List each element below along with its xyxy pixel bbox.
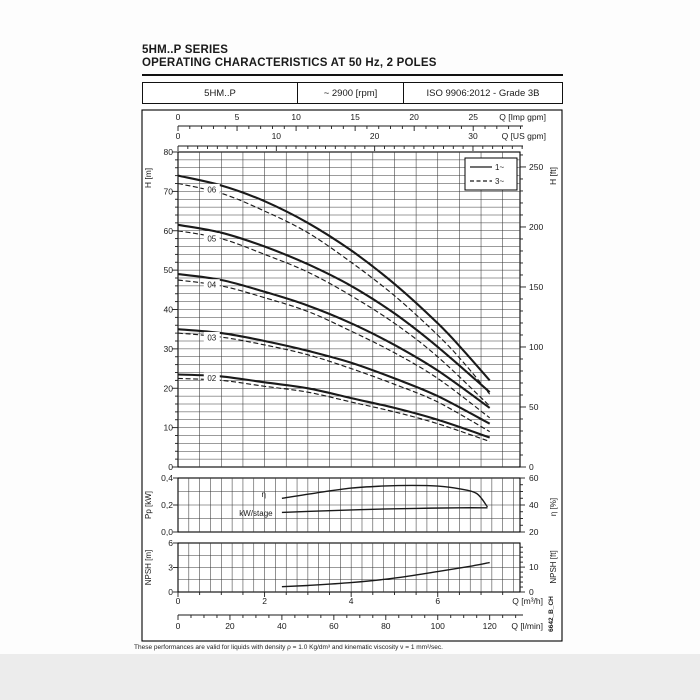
svg-text:H [m]: H [m] <box>143 168 153 188</box>
svg-text:0,0: 0,0 <box>161 527 173 537</box>
series-title: 5HM..P SERIES <box>142 44 229 56</box>
svg-text:80: 80 <box>381 621 391 631</box>
svg-text:3: 3 <box>168 563 173 573</box>
svg-text:150: 150 <box>529 282 543 292</box>
svg-text:20: 20 <box>164 383 174 393</box>
title-underline <box>142 74 563 77</box>
svg-text:0: 0 <box>529 462 534 472</box>
svg-text:0,2: 0,2 <box>161 500 173 510</box>
svg-text:0: 0 <box>176 596 181 606</box>
svg-text:η: η <box>261 490 265 499</box>
spec-standard: ISO 9906:2012 - Grade 3B <box>426 87 540 99</box>
spec-speed: ~ 2900 [rpm] <box>298 83 404 103</box>
npsh-chart: 0 3 6 NPSH [m] 0 10 NPSH [ft] <box>144 538 558 597</box>
svg-text:10: 10 <box>272 131 282 141</box>
svg-text:100: 100 <box>529 342 543 352</box>
doc-code: 6642_B_CH <box>548 596 555 632</box>
title-block: 5HM..P SERIES OPERATING CHARACTERISTICS … <box>142 44 563 70</box>
svg-text:40: 40 <box>529 500 539 510</box>
spec-model: 5HM..P <box>143 83 298 103</box>
svg-text:10: 10 <box>291 112 301 122</box>
svg-text:Q [l/min]: Q [l/min] <box>511 621 543 631</box>
svg-text:15: 15 <box>350 112 360 122</box>
svg-text:120: 120 <box>483 621 497 631</box>
svg-text:10: 10 <box>529 562 539 572</box>
svg-text:0: 0 <box>176 131 181 141</box>
svg-text:80: 80 <box>164 147 174 157</box>
svg-text:70: 70 <box>164 186 174 196</box>
svg-text:0: 0 <box>168 587 173 597</box>
svg-text:60: 60 <box>529 473 539 483</box>
svg-text:50: 50 <box>164 265 174 275</box>
svg-text:50: 50 <box>529 402 539 412</box>
svg-text:60: 60 <box>164 226 174 236</box>
svg-text:25: 25 <box>468 112 478 122</box>
svg-text:5: 5 <box>235 112 240 122</box>
spec-table: 5HM..P ~ 2900 [rpm] ISO 9906:2012 - Grad… <box>142 82 563 104</box>
svg-text:04: 04 <box>207 281 216 290</box>
svg-text:20: 20 <box>225 621 235 631</box>
power-chart: 0,0 0,2 0,4 Pp [kW] 20 40 60 η [%] η kW/stage <box>144 473 558 537</box>
svg-text:30: 30 <box>164 344 174 354</box>
footer-note: These performances are valid for liquids… <box>134 644 443 651</box>
svg-text:Q [m³/h]: Q [m³/h] <box>512 596 543 606</box>
svg-text:20: 20 <box>529 527 539 537</box>
svg-text:0: 0 <box>529 587 534 597</box>
svg-text:05: 05 <box>207 235 216 244</box>
svg-text:0,4: 0,4 <box>161 473 173 483</box>
svg-text:20: 20 <box>409 112 419 122</box>
bottom-axes: 0 2 4 6 Q [m³/h] 0 20 40 60 80 100 120 Q [l/min] <box>176 592 543 631</box>
series-subtitle: OPERATING CHARACTERISTICS AT 50 Hz, 2 PO… <box>142 57 437 69</box>
svg-text:Q [US gpm]: Q [US gpm] <box>502 131 546 141</box>
svg-text:4: 4 <box>349 596 354 606</box>
svg-text:10: 10 <box>164 423 174 433</box>
svg-text:02: 02 <box>207 374 216 383</box>
svg-text:03: 03 <box>207 333 216 342</box>
svg-text:40: 40 <box>277 621 287 631</box>
svg-text:60: 60 <box>329 621 339 631</box>
svg-text:H [ft]: H [ft] <box>548 167 558 185</box>
svg-text:30: 30 <box>468 131 478 141</box>
svg-text:100: 100 <box>431 621 445 631</box>
svg-text:250: 250 <box>529 162 543 172</box>
svg-text:Q [Imp gpm]: Q [Imp gpm] <box>499 112 546 122</box>
svg-text:kW/stage: kW/stage <box>239 509 273 518</box>
svg-text:20: 20 <box>370 131 380 141</box>
svg-text:6642_B_CH: 6642_B_CH <box>548 596 555 632</box>
svg-text:Pp [kW]: Pp [kW] <box>144 491 153 519</box>
svg-text:3~: 3~ <box>495 177 504 186</box>
svg-text:1~: 1~ <box>495 163 504 172</box>
legend: 1~ 3~ <box>464 157 518 191</box>
svg-text:200: 200 <box>529 222 543 232</box>
svg-text:40: 40 <box>164 305 174 315</box>
svg-text:6: 6 <box>435 596 440 606</box>
svg-text:6: 6 <box>168 538 173 548</box>
svg-text:NPSH [ft]: NPSH [ft] <box>549 550 558 583</box>
svg-text:η [%]: η [%] <box>549 498 558 516</box>
page-bottom-band <box>0 654 700 700</box>
svg-text:06: 06 <box>207 185 216 194</box>
svg-text:0: 0 <box>176 621 181 631</box>
svg-text:0: 0 <box>168 462 173 472</box>
svg-text:0: 0 <box>176 112 181 122</box>
svg-text:2: 2 <box>262 596 267 606</box>
svg-text:NPSH [m]: NPSH [m] <box>144 550 153 586</box>
